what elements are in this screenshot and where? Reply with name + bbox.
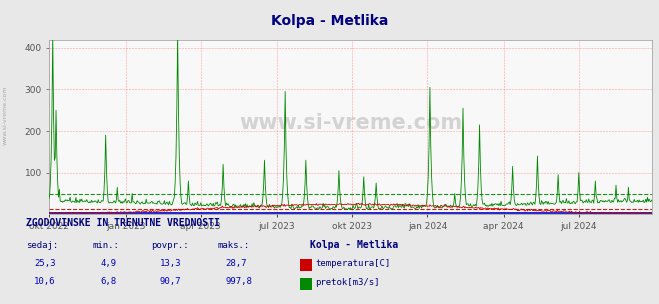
Text: min.:: min.: [92, 241, 119, 250]
Text: 90,7: 90,7 [159, 277, 181, 286]
Text: povpr.:: povpr.: [152, 241, 189, 250]
Text: 13,3: 13,3 [159, 259, 181, 268]
Text: ZGODOVINSKE IN TRENUTNE VREDNOSTI: ZGODOVINSKE IN TRENUTNE VREDNOSTI [26, 219, 220, 229]
Text: Kolpa - Metlika: Kolpa - Metlika [271, 14, 388, 28]
Text: temperatura[C]: temperatura[C] [315, 259, 390, 268]
Text: 997,8: 997,8 [225, 277, 252, 286]
Text: www.si-vreme.com: www.si-vreme.com [239, 113, 463, 133]
Text: 10,6: 10,6 [34, 277, 56, 286]
Text: maks.:: maks.: [217, 241, 250, 250]
Text: www.si-vreme.com: www.si-vreme.com [3, 86, 8, 145]
Text: pretok[m3/s]: pretok[m3/s] [315, 278, 380, 287]
Text: 6,8: 6,8 [100, 277, 116, 286]
Text: 25,3: 25,3 [34, 259, 56, 268]
Text: sedaj:: sedaj: [26, 241, 59, 250]
Text: Kolpa - Metlika: Kolpa - Metlika [310, 240, 398, 250]
Text: 28,7: 28,7 [225, 259, 247, 268]
Text: 4,9: 4,9 [100, 259, 116, 268]
